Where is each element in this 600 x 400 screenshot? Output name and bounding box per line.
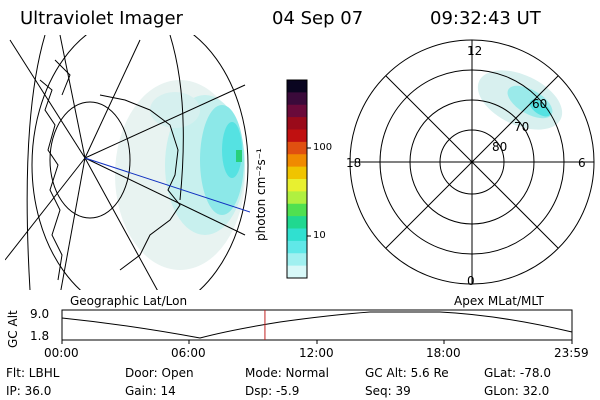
colorbar-label-10: 10: [313, 230, 326, 241]
altitude-ytick-low: 1.8: [30, 329, 50, 343]
sequence-info: Seq: 39: [365, 384, 411, 398]
colorbar-band: [287, 129, 307, 143]
xtick-1800: 18:00: [426, 346, 461, 360]
gc-altitude-info: GC Alt: 5.6 Re: [365, 366, 449, 380]
x-ticks: [61, 340, 573, 344]
polar-panel-label: Apex MLat/MLT: [454, 294, 544, 308]
sun-direction-line: [84, 157, 250, 213]
projection-boundary: [31, 35, 249, 290]
filter-info: Flt: LBHL: [6, 366, 60, 380]
instrument-title: Ultraviolet Imager: [20, 8, 183, 29]
door-info: Door: Open: [125, 366, 194, 380]
dsp-info: Dsp: -5.9: [245, 384, 300, 398]
gain-info: Gain: 14: [125, 384, 176, 398]
colorbar-band: [287, 92, 307, 106]
colorbar-band: [287, 166, 307, 180]
colorbar-band: [287, 265, 307, 279]
mlt-label-0: 0: [467, 274, 475, 288]
aurora-emission-polar: [477, 70, 563, 130]
colorbar-band: [287, 154, 307, 168]
polar-diagonal-2: [385, 75, 559, 249]
ip-info: IP: 36.0: [6, 384, 52, 398]
date-label: 04 Sep 07: [272, 8, 364, 29]
altitude-ylabel: GC Alt: [6, 310, 20, 348]
xtick-2359: 23:59: [554, 346, 589, 360]
aurora-emission-geo: [115, 80, 245, 270]
colorbar-band: [287, 80, 307, 93]
colorbar-band: [287, 191, 307, 205]
colorbar-band: [287, 216, 307, 229]
glon-info: GLon: 32.0: [484, 384, 550, 398]
colorbar-band: [287, 141, 307, 155]
colorbar-band: [287, 104, 307, 118]
colorbar-band: [287, 203, 307, 217]
colorbar-band: [287, 117, 307, 130]
altitude-plot: [61, 309, 573, 344]
colorbar-band: [287, 253, 307, 267]
glat-info: GLat: -78.0: [484, 366, 551, 380]
meridian-grid: [5, 35, 246, 290]
coastline: [39, 59, 181, 281]
altitude-ytick-high: 9.0: [30, 307, 50, 321]
mlt-label-12: 12: [467, 44, 483, 58]
polar-plot: [349, 39, 595, 285]
xtick-0600: 06:00: [171, 346, 206, 360]
mlt-label-6: 6: [578, 156, 586, 170]
colorbar-band: [287, 228, 307, 242]
geo-panel-label: Geographic Lat/Lon: [70, 294, 188, 308]
mode-info: Mode: Normal: [245, 366, 329, 380]
colorbar-unit-label: photon cm⁻²s⁻¹: [254, 148, 268, 241]
altitude-plot-frame: [61, 309, 573, 341]
xtick-1200: 12:00: [299, 346, 334, 360]
latitude-circle: [49, 101, 131, 219]
mlt-label-18: 18: [346, 156, 362, 170]
time-label: 09:32:43 UT: [430, 8, 541, 29]
mlat-label-70: 70: [514, 120, 530, 134]
colorbar-band: [287, 179, 307, 192]
colorbar-label-100: 100: [313, 142, 333, 153]
altitude-curve: [61, 311, 573, 339]
colorbar-frame: [286, 79, 308, 279]
colorbar: [287, 80, 307, 279]
xtick-0000: 00:00: [44, 346, 79, 360]
geographic-map: [5, 35, 250, 290]
colorbar-band: [287, 240, 307, 254]
mlat-label-60: 60: [532, 97, 548, 111]
mlat-label-80: 80: [492, 140, 508, 154]
